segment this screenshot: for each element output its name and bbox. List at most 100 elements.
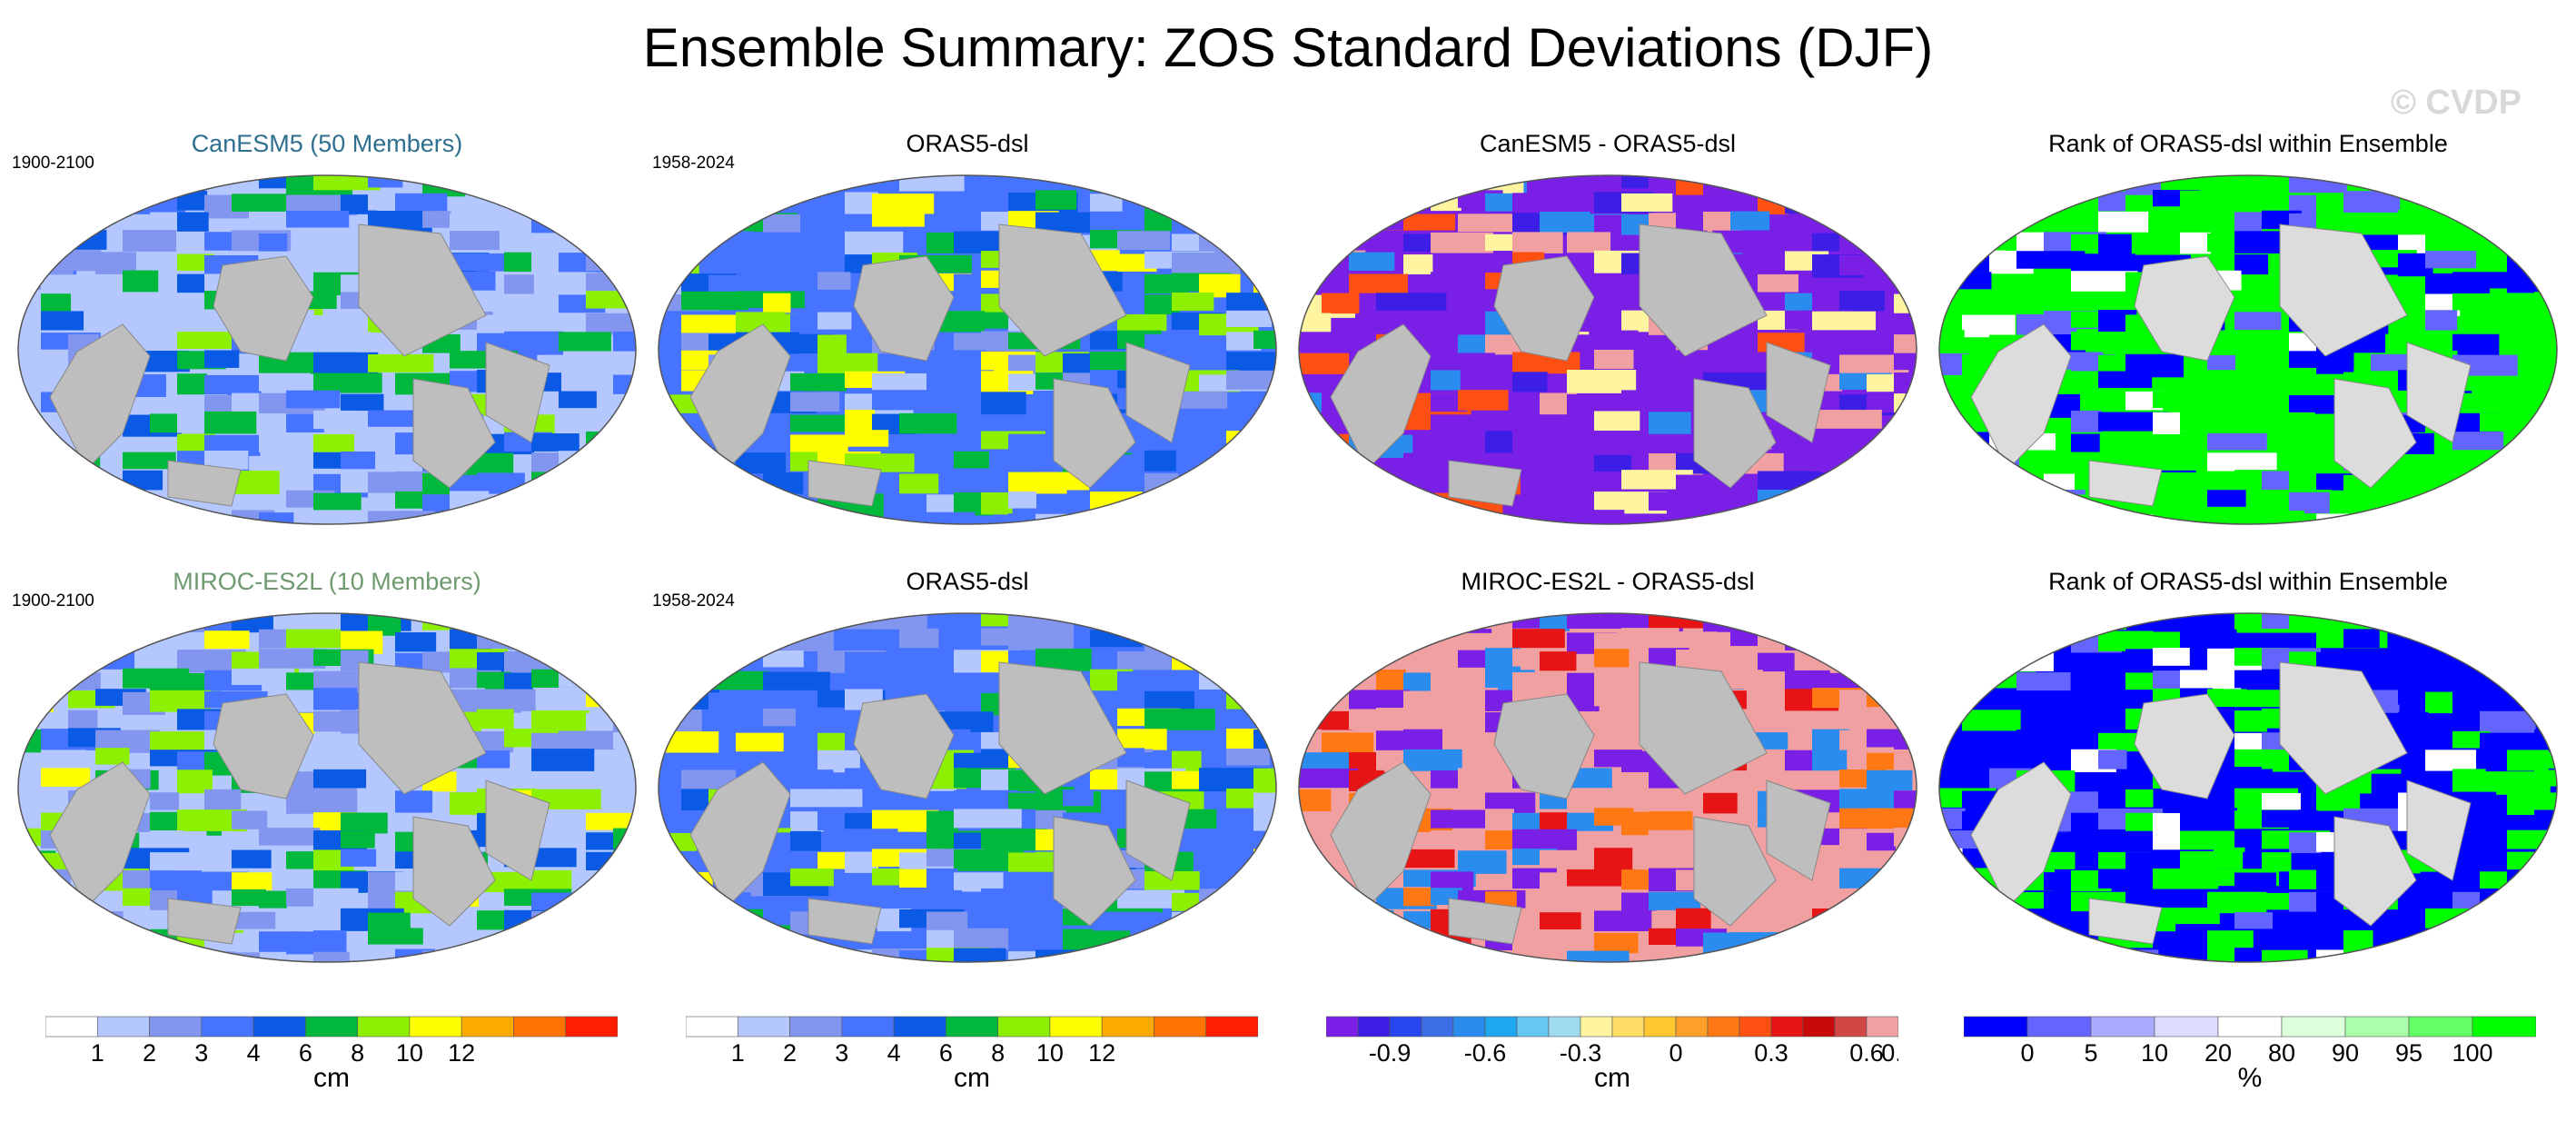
field-cell <box>2480 931 2544 953</box>
field-cell <box>1199 452 1227 471</box>
colorbar-swatch <box>96 1016 150 1038</box>
field-cell <box>1458 513 1517 524</box>
field-cell <box>1894 851 1917 871</box>
field-cell <box>1299 352 1350 374</box>
field-cell <box>1939 951 1999 962</box>
field-cell <box>586 690 636 708</box>
field-cell <box>1962 493 2014 511</box>
colorbar-swatch <box>1101 1016 1154 1038</box>
field-cell <box>2016 274 2051 293</box>
field-cell <box>41 889 69 910</box>
field-cell <box>1894 454 1917 473</box>
field-cell <box>1989 628 2029 645</box>
field-cell <box>872 391 932 411</box>
field-cell <box>504 514 567 524</box>
field-cell <box>981 392 1026 415</box>
field-cell <box>1226 332 1262 351</box>
panel-model-row1: CanESM5 (50 Members) 1900-2100 <box>12 130 640 530</box>
field-cell <box>2016 951 2074 962</box>
field-cell <box>504 175 537 191</box>
field-cell <box>286 629 342 649</box>
field-cell <box>2180 613 2253 627</box>
colorbar-swatch <box>893 1016 946 1038</box>
field-cell <box>1299 613 1353 632</box>
field-cell <box>1485 792 1536 813</box>
field-cell <box>790 789 863 808</box>
field-cell <box>954 688 982 709</box>
field-cell <box>1939 848 1963 866</box>
field-cell <box>313 372 382 393</box>
field-cell <box>41 472 99 492</box>
field-cell <box>1090 911 1159 933</box>
field-cell <box>531 630 599 652</box>
field-cell <box>177 212 209 232</box>
field-cell <box>659 233 703 253</box>
field-cell <box>1894 932 1917 955</box>
field-cell <box>2452 670 2496 692</box>
field-cell <box>559 190 600 211</box>
field-cell <box>2234 212 2263 233</box>
field-cell <box>613 190 636 213</box>
field-cell <box>559 451 629 472</box>
field-cell <box>1322 175 1386 192</box>
field-cell <box>763 213 801 233</box>
field-cell <box>2534 751 2557 769</box>
field-cell <box>313 888 359 912</box>
field-cell <box>232 849 272 869</box>
field-cell <box>477 191 523 213</box>
field-cell <box>232 194 288 212</box>
field-cell <box>1431 272 1459 292</box>
field-cell <box>586 452 636 476</box>
field-cell <box>1172 951 1204 962</box>
field-cell <box>1226 613 1260 630</box>
field-cell <box>926 434 987 457</box>
field-cell <box>1812 410 1882 429</box>
map-field <box>659 613 1276 962</box>
land-mass <box>2088 898 2163 945</box>
colorbar-tick-label: 6 <box>299 1039 312 1063</box>
field-cell <box>2507 474 2557 494</box>
field-cell <box>954 789 1018 812</box>
colorbar-swatch <box>253 1016 306 1038</box>
field-cell <box>395 511 431 524</box>
field-cell <box>1839 911 1883 933</box>
field-cell <box>2425 231 2462 253</box>
field-cell <box>1199 628 1260 645</box>
field-cell <box>477 314 531 332</box>
field-cell <box>150 852 194 875</box>
field-cell <box>1839 473 1892 497</box>
field-cell <box>531 472 580 493</box>
land-mass <box>998 661 1127 795</box>
field-cell <box>1144 491 1200 514</box>
field-cell <box>1812 613 1850 629</box>
field-cell <box>817 352 878 374</box>
field-cell <box>177 373 207 396</box>
field-cell <box>1839 233 1869 253</box>
field-cell <box>1431 809 1486 829</box>
field-cell <box>2180 232 2211 254</box>
colorbar-swatches: -0.9 -0.6 -0.3 0 0.3 0.60.9 <box>1326 1016 1898 1063</box>
field-cell <box>504 274 534 294</box>
land-mass <box>485 342 550 443</box>
field-cell <box>531 433 580 452</box>
field-cell <box>1649 891 1701 910</box>
field-cell <box>1035 513 1092 524</box>
field-cell <box>2480 949 2537 962</box>
field-cell <box>259 372 311 392</box>
field-cell <box>790 434 848 456</box>
field-cell <box>1962 213 2019 231</box>
field-cell <box>1253 911 1276 929</box>
field-cell <box>204 789 242 813</box>
field-cell <box>1144 948 1180 962</box>
field-cell <box>1894 790 1917 811</box>
field-cell <box>559 175 612 196</box>
field-cell <box>708 613 745 635</box>
field-cell <box>2534 689 2557 711</box>
field-cell <box>586 613 631 630</box>
field-cell <box>613 692 636 711</box>
field-cell <box>2425 630 2492 648</box>
field-cell <box>2507 453 2543 478</box>
colorbar-tick-label: 4 <box>247 1039 261 1063</box>
field-cell <box>2507 829 2549 849</box>
field-cell <box>1253 830 1276 855</box>
